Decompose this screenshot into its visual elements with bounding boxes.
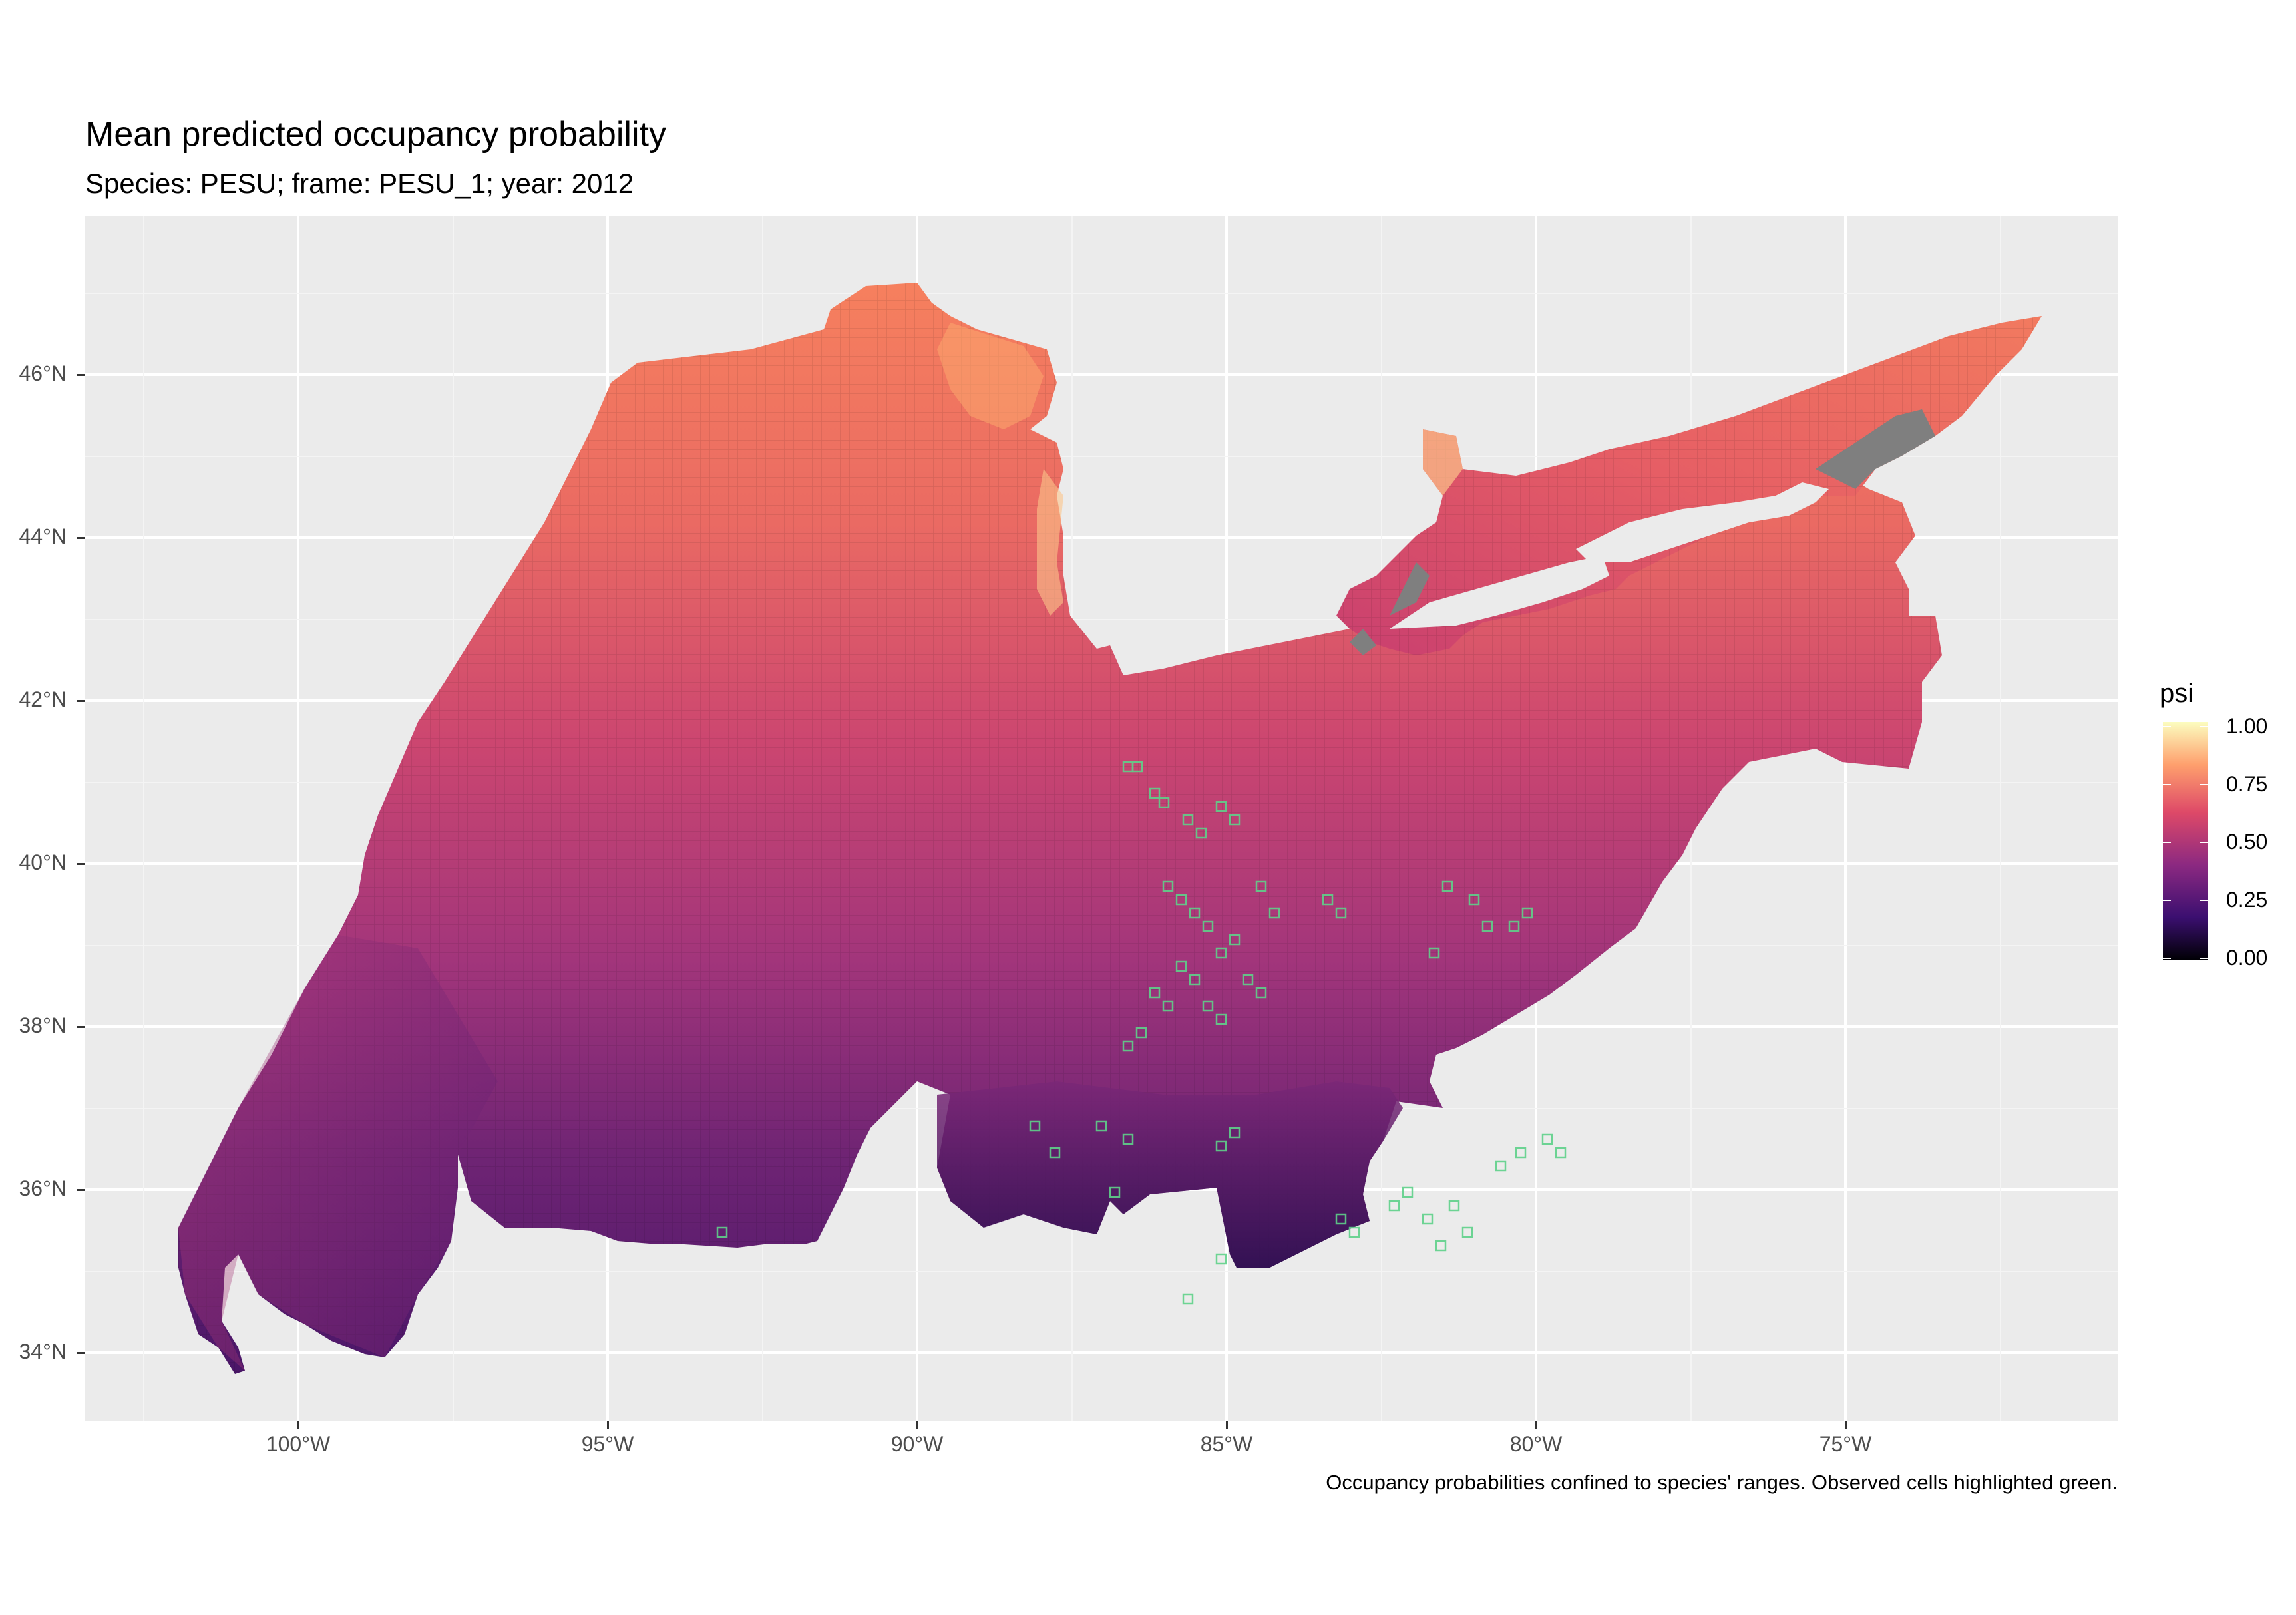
observed-cells [716,761,1567,1305]
occupancy-region-northeast [1336,316,2042,655]
legend-label: 1.00 [2226,714,2268,738]
plot-subtitle: Species: PESU; frame: PESU_1; year: 2012 [85,168,634,199]
legend-colorbar [2163,722,2208,960]
y-tick-label: 36°N [19,1176,67,1200]
legend-label: 0.75 [2226,772,2268,796]
y-tick-label: 40°N [19,850,67,874]
x-tick-label: 90°W [890,1432,944,1456]
x-tick-label: 80°W [1509,1432,1563,1456]
x-tick-label: 85°W [1200,1432,1253,1456]
map-svg [85,216,2118,1421]
x-tick-label: 75°W [1819,1432,1872,1456]
legend-label: 0.50 [2226,830,2268,854]
legend-label: 0.00 [2226,946,2268,970]
plot-title: Mean predicted occupancy probability [85,115,666,154]
legend-label: 0.25 [2226,888,2268,912]
y-tick-label: 46°N [19,361,67,385]
legend-title: psi [2160,679,2194,708]
y-tick-label: 42°N [19,687,67,711]
y-tick-label: 44°N [19,524,67,548]
plot-caption: Occupancy probabilities confined to spec… [1326,1471,2118,1494]
y-tick-label: 38°N [19,1013,67,1037]
x-tick-label: 100°W [266,1432,331,1456]
y-tick-label: 34°N [19,1340,67,1363]
x-tick-label: 95°W [581,1432,634,1456]
map-panel [85,216,2118,1421]
